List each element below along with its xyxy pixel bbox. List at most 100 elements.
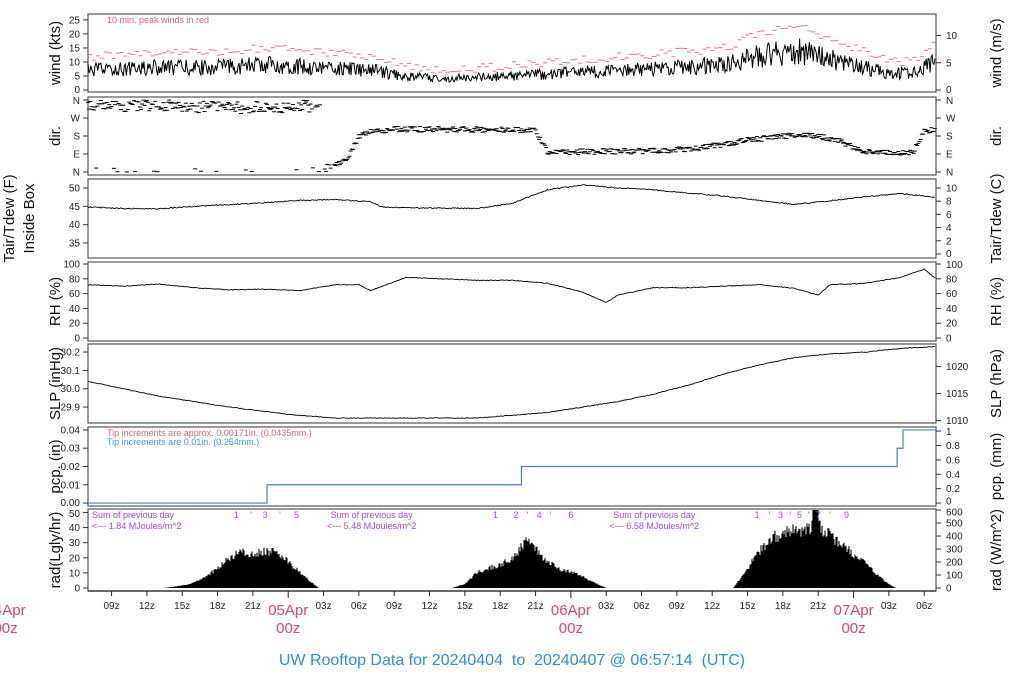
y-tick-label-right: 60 bbox=[946, 289, 958, 300]
y-axis-label-left: pcp. (in) bbox=[47, 439, 64, 493]
y-tick-label-left: 20 bbox=[69, 29, 81, 40]
y-tick-label-right: 4 bbox=[946, 223, 952, 234]
y-tick-label-right: N bbox=[946, 168, 953, 179]
x-day-time: 00z bbox=[841, 620, 865, 637]
panel-slp: 29.9 30.0 30.1 30.2 1010 1015 1020 SLP (inHg) SL… bbox=[47, 343, 1005, 427]
radiation-hour-mark: 5 bbox=[797, 510, 802, 520]
y-tick-label-right: 0.6 bbox=[946, 455, 960, 466]
y-axis-label-right: pcp. (mm) bbox=[988, 433, 1005, 501]
y-tick-label-right: 6 bbox=[946, 210, 952, 221]
y-tick-label-right: 20 bbox=[946, 319, 958, 330]
chart-title: UW Rooftop Data for 20240404 to 20240407… bbox=[279, 652, 745, 669]
y-tick-label-left: N bbox=[73, 168, 80, 179]
y-tick-label-left: 10 bbox=[69, 568, 81, 579]
radiation-hour-mark: 1 bbox=[493, 510, 498, 520]
y-tick-label-right: 1015 bbox=[946, 389, 969, 400]
x-tick-label: 06z bbox=[351, 601, 367, 612]
y-tick-label-right: 1010 bbox=[946, 416, 969, 427]
panel-wind: 0 5 10 15 20 25 0 5 10 wind (kts) wind (m/s) bbox=[47, 13, 1005, 96]
radiation-hour-mark: 4 bbox=[537, 510, 542, 520]
y-tick-label-left: 25 bbox=[69, 15, 81, 26]
y-axis-label-left: RH (%) bbox=[47, 277, 64, 326]
y-tick-label-left: 0 bbox=[74, 584, 80, 595]
y-tick-label-right: W bbox=[946, 114, 956, 125]
direction-series bbox=[86, 99, 937, 173]
y-tick-label-right: 1020 bbox=[946, 362, 969, 373]
radiation-hour-mark: 1 bbox=[754, 510, 759, 520]
x-tick-label: 18z bbox=[209, 601, 225, 612]
slp-line bbox=[87, 345, 935, 419]
radiation-hour-mark: ' bbox=[790, 510, 792, 520]
y-tick-label-left: 40 bbox=[69, 523, 81, 534]
y-tick-label-left: 5 bbox=[74, 72, 80, 83]
precip-note-tip: Tip increments are 0.01in. (0.254mm.) bbox=[107, 437, 259, 447]
y-tick-label-left: 29.9 bbox=[61, 403, 81, 414]
y-axis-label-left: SLP (inHg) bbox=[47, 347, 64, 420]
panel-temp: 35 40 45 50 0 2 4 6 8 10 Tair/Tdew (F) Inside Box Ta… bbox=[1, 173, 1005, 263]
radiation-hour-mark: ' bbox=[808, 510, 810, 520]
temp-line bbox=[87, 184, 936, 210]
y-tick-label-right: 100 bbox=[946, 260, 963, 271]
x-day-label: 04Apr bbox=[0, 602, 26, 619]
y-tick-label-right: 0 bbox=[946, 584, 952, 595]
x-tick-label: 12z bbox=[139, 601, 155, 612]
x-day-label: 07Apr bbox=[834, 602, 874, 619]
y-axis-label-right: wind (m/s) bbox=[988, 18, 1005, 88]
x-day-label: 06Apr bbox=[551, 602, 591, 619]
temp-frame bbox=[87, 178, 937, 259]
y-tick-label-left: 30 bbox=[69, 538, 81, 549]
radiation-daily-sum-title: Sum of previous day bbox=[613, 510, 696, 520]
x-tick-label: 15z bbox=[457, 601, 473, 612]
x-tick-label: 09z bbox=[103, 601, 119, 612]
y-tick-label-left: 50 bbox=[69, 509, 81, 520]
panel-rh: 0 20 40 60 80 100 0 20 40 60 80 100 RH (%) RH (%) bbox=[47, 260, 1005, 345]
y-axis-label-left: wind (kts) bbox=[47, 21, 64, 86]
y-axis-label-left: rad(Lgly/hr) bbox=[47, 512, 64, 589]
y-tick-label-right: 80 bbox=[946, 274, 958, 285]
y-axis-label-left: Tair/Tdew (F) bbox=[1, 174, 18, 262]
y-axis-label-right: RH (%) bbox=[988, 277, 1005, 326]
wind-annotation: 10 min. peak winds in red bbox=[107, 15, 209, 25]
y-tick-label-left: 20 bbox=[69, 553, 81, 564]
y-tick-label-left: 30.1 bbox=[61, 366, 81, 377]
x-tick-label: 12z bbox=[704, 601, 720, 612]
y-tick-label-left: 0.02 bbox=[61, 462, 81, 473]
radiation-daily-sum-value: <--- 6.58 MJoules/m^2 bbox=[610, 521, 700, 531]
wind-series: 10 min. peak winds in red bbox=[87, 15, 936, 84]
y-tick-label-left: 20 bbox=[69, 319, 81, 330]
radiation-hour-mark: 5 bbox=[294, 510, 299, 520]
y-tick-label-left: E bbox=[73, 150, 80, 161]
y-tick-label-left: 30.2 bbox=[61, 348, 81, 359]
y-tick-label-left: 0.00 bbox=[61, 498, 81, 509]
y-axis-label-right: rad (W/m^2) bbox=[988, 509, 1005, 591]
precip-line bbox=[88, 429, 936, 504]
y-tick-label-left: 15 bbox=[69, 43, 81, 54]
y-axis-label-right: SLP (hPa) bbox=[988, 349, 1005, 418]
x-tick-label: 09z bbox=[669, 601, 685, 612]
y-tick-label-left: 10 bbox=[69, 58, 81, 69]
radiation-series bbox=[164, 510, 896, 589]
y-tick-label-left: S bbox=[73, 132, 80, 143]
x-tick-label: 09z bbox=[386, 601, 402, 612]
y-tick-label-right: 0.4 bbox=[946, 470, 960, 481]
x-tick-label: 03z bbox=[881, 601, 897, 612]
y-tick-label-right: N bbox=[946, 96, 953, 107]
radiation-hour-mark: ' bbox=[250, 510, 252, 520]
x-day-time: 00z bbox=[559, 620, 583, 637]
precip-note-approx: Tip increments are approx. 0.00171in. (0… bbox=[107, 428, 312, 438]
radiation-hour-mark: 7 bbox=[816, 510, 821, 520]
x-tick-label: 18z bbox=[775, 601, 791, 612]
x-tick-label: 15z bbox=[739, 601, 755, 612]
x-tick-label: 21z bbox=[527, 601, 543, 612]
y-tick-label-right: 200 bbox=[946, 558, 963, 569]
y-tick-label-left: 0.01 bbox=[61, 480, 81, 491]
y-tick-label-right: S bbox=[946, 132, 953, 143]
y-tick-label-left: 50 bbox=[69, 184, 81, 195]
y-axis-label-right: dir. bbox=[988, 126, 1005, 146]
y-tick-label-right: 0 bbox=[946, 85, 952, 96]
y-tick-label-left: 80 bbox=[69, 274, 81, 285]
x-day-label: 05Apr bbox=[268, 602, 308, 619]
radiation-hour-mark: 3 bbox=[263, 510, 268, 520]
x-tick-label: 18z bbox=[492, 601, 508, 612]
